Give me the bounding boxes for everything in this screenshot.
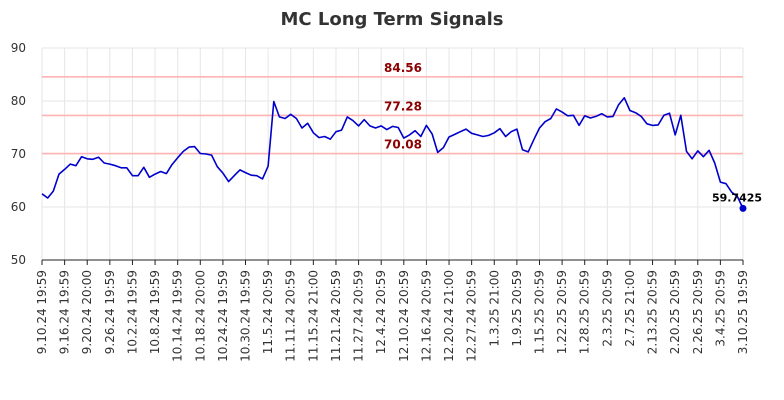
x-axis-ticks: 9.10.24 19:59 9.16.24 19:59 9.20.24 20:00 9…: [35, 260, 750, 362]
reference-lines: 84.56 77.28 70.08: [42, 61, 743, 155]
x-tick-label: 11.5.24 20:59: [261, 270, 275, 354]
series-line: [41, 97, 744, 209]
x-tick-label: 10.18.24 20:00: [193, 270, 207, 362]
x-tick-label: 10.14.24 19:59: [171, 270, 185, 362]
reference-line-label: 77.28: [384, 99, 422, 113]
x-tick-label: 10.2.24 19:59: [125, 270, 139, 354]
x-tick-label: 12.4.24 20:59: [374, 270, 388, 354]
y-axis-ticks: 50 60 70 80 90: [11, 41, 26, 267]
reference-line-label: 70.08: [384, 138, 422, 152]
last-point: [739, 204, 747, 212]
x-tick-label: 12.27.24 20:59: [465, 270, 479, 362]
x-tick-label: 9.20.24 20:00: [80, 270, 94, 354]
x-tick-label: 1.28.25 20:59: [578, 270, 592, 354]
y-tick-label: 90: [11, 41, 26, 55]
x-tick-label: 12.16.24 20:59: [419, 270, 433, 362]
x-tick-label: 1.15.25 20:59: [532, 270, 546, 354]
x-tick-label: 12.10.24 20:59: [397, 270, 411, 362]
x-tick-label: 11.21.24 20:59: [329, 270, 343, 362]
y-tick-label: 50: [11, 253, 26, 267]
y-tick-label: 80: [11, 94, 26, 108]
x-tick-label: 9.26.24 19:59: [103, 270, 117, 354]
x-tick-label: 2.7.25 21:00: [623, 270, 637, 347]
x-tick-label: 2.26.25 20:59: [691, 270, 705, 354]
x-tick-label: 2.20.25 20:59: [668, 270, 682, 354]
y-tick-label: 70: [11, 147, 26, 161]
x-tick-label: 10.24.24 19:59: [216, 270, 230, 362]
x-tick-label: 10.30.24 19:59: [239, 270, 253, 362]
x-tick-label: 10.8.24 19:59: [148, 270, 162, 354]
x-tick-label: 11.11.24 20:59: [284, 270, 298, 362]
x-tick-label: 1.22.25 20:59: [555, 270, 569, 354]
x-tick-label: 12.20.24 21:00: [442, 270, 456, 362]
x-tick-label: 2.3.25 20:59: [600, 270, 614, 347]
x-tick-label: 11.15.24 21:00: [306, 270, 320, 362]
x-tick-label: 9.16.24 19:59: [58, 270, 72, 354]
x-tick-label: 1.9.25 20:59: [510, 270, 524, 347]
chart-title: MC Long Term Signals: [280, 9, 503, 30]
last-value-label: 59.7425: [712, 191, 762, 204]
x-tick-label: 11.27.24 20:59: [352, 270, 366, 362]
x-tick-label: 3.10.25 19:59: [736, 270, 750, 354]
x-tick-label: 1.3.25 21:00: [487, 270, 501, 347]
x-tick-label: 9.10.24 19:59: [35, 270, 49, 354]
x-tick-label: 2.13.25 20:59: [646, 270, 660, 354]
y-tick-label: 60: [11, 200, 26, 214]
x-tick-label: 3.4.25 20:59: [713, 270, 727, 347]
reference-line-label: 84.56: [384, 61, 422, 75]
